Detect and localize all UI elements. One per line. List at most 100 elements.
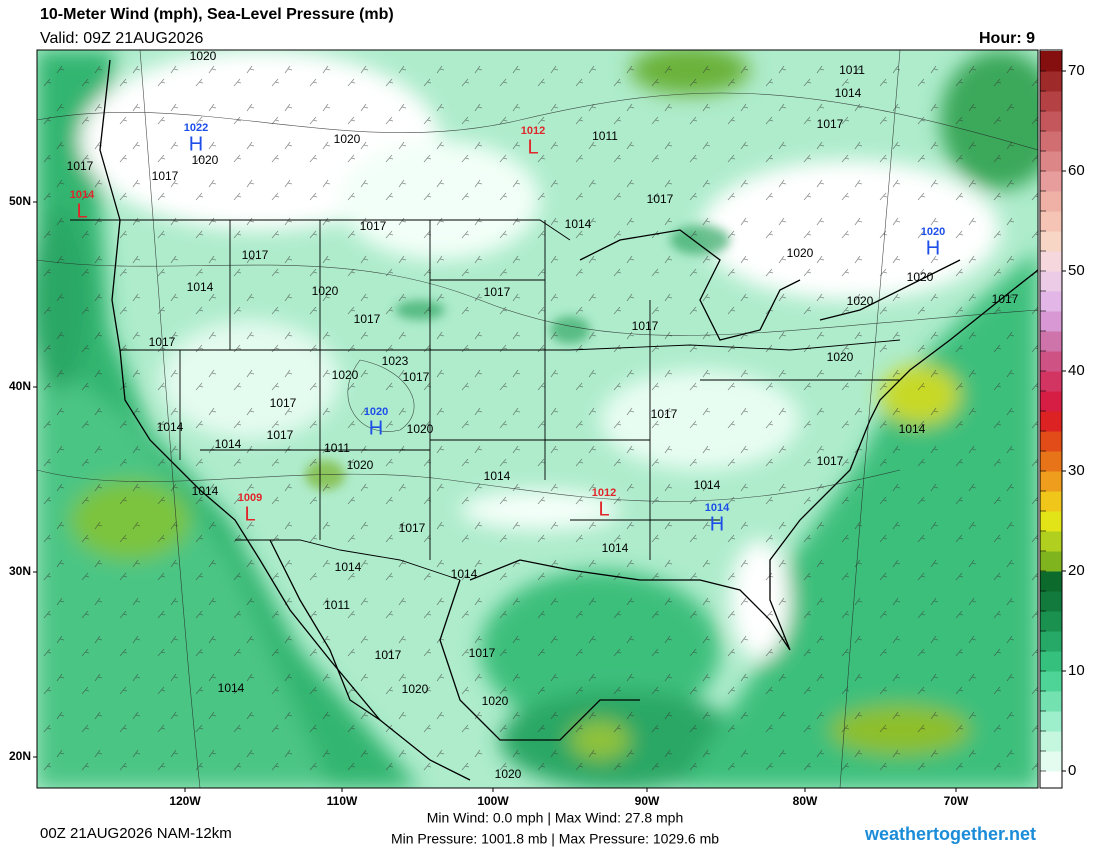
color-band xyxy=(1040,631,1062,652)
color-band xyxy=(1040,251,1062,272)
color-band xyxy=(1040,231,1062,252)
isobar-label: 1017 xyxy=(484,285,511,299)
isobar-label: 1017 xyxy=(354,312,381,326)
isobar-label: 1017 xyxy=(403,370,430,384)
lon-label: 110W xyxy=(327,794,358,808)
model-run: 00Z 21AUG2026 NAM-12km xyxy=(40,825,232,842)
color-band xyxy=(1040,331,1062,352)
color-band xyxy=(1040,611,1062,632)
color-band xyxy=(1040,51,1062,72)
wind-range: Min Wind: 0.0 mph | Max Wind: 27.8 mph xyxy=(427,810,684,826)
center-letter: L xyxy=(76,200,87,222)
isobar-label: 1023 xyxy=(382,354,409,368)
isobar-label: 1011 xyxy=(324,598,350,612)
isobar-label: 1014 xyxy=(451,567,478,581)
isobar-label: 1014 xyxy=(602,541,629,555)
isobar-label: 1020 xyxy=(402,682,429,696)
isobar-label: 1017 xyxy=(242,248,269,262)
pressure-range: Min Pressure: 1001.8 mb | Max Pressure: … xyxy=(391,831,719,847)
isobar-label: 1017 xyxy=(375,648,402,662)
colorbar-label: 40 xyxy=(1068,362,1085,379)
color-band xyxy=(1040,711,1062,732)
isobar-label: 1020 xyxy=(482,694,509,708)
color-band xyxy=(1040,431,1062,452)
isobar-label: 1017 xyxy=(67,159,94,173)
color-band xyxy=(1040,71,1062,92)
colorbar-label: 30 xyxy=(1068,462,1085,479)
color-band xyxy=(1040,111,1062,132)
center-pressure: 1009 xyxy=(238,492,262,504)
isobar-label: 1020 xyxy=(192,153,219,167)
isobar-label: 1017 xyxy=(651,407,678,421)
color-band xyxy=(1040,451,1062,472)
color-band xyxy=(1040,91,1062,112)
center-pressure: 1014 xyxy=(705,502,730,514)
colorbar-label: 70 xyxy=(1068,62,1085,79)
color-band xyxy=(1040,511,1062,532)
center-pressure: 1022 xyxy=(184,122,208,134)
isobar-label: 1017 xyxy=(817,117,844,131)
lon-label: 100W xyxy=(477,794,509,808)
color-band xyxy=(1040,371,1062,392)
isobar-label: 1020 xyxy=(347,458,374,472)
isobar-label: 1014 xyxy=(192,484,219,498)
isobar-label: 1017 xyxy=(360,219,387,233)
map-frame xyxy=(36,49,1039,789)
isobar-label: 1011 xyxy=(839,63,865,77)
lon-label: 90W xyxy=(635,794,660,808)
color-band xyxy=(1040,751,1062,772)
color-band xyxy=(1040,651,1062,672)
color-band xyxy=(1040,691,1062,712)
lon-label: 120W xyxy=(169,794,201,808)
isobar-label: 1017 xyxy=(469,646,496,660)
colorbar-label: 60 xyxy=(1068,162,1085,179)
isobar-label: 1017 xyxy=(399,521,426,535)
colorbar-label: 20 xyxy=(1068,562,1085,579)
isobar-label: 1020 xyxy=(847,294,874,308)
isobar-label: 1020 xyxy=(787,246,814,260)
color-band xyxy=(1040,211,1062,232)
lon-label: 70W xyxy=(944,794,969,808)
isobar-label: 1014 xyxy=(157,420,184,434)
isobar-label: 1017 xyxy=(632,319,659,333)
color-band xyxy=(1040,311,1062,332)
color-band xyxy=(1040,731,1062,752)
color-band xyxy=(1040,591,1062,612)
lat-label: 50N xyxy=(9,194,31,208)
map-title: 10-Meter Wind (mph), Sea-Level Pressure … xyxy=(40,6,394,23)
isobar-label: 1014 xyxy=(218,681,245,695)
center-letter: L xyxy=(598,498,609,520)
color-band xyxy=(1040,291,1062,312)
colorbar-frame xyxy=(1039,49,1063,789)
isobar-label: 1017 xyxy=(152,169,179,183)
center-letter: H xyxy=(369,417,383,439)
color-band xyxy=(1040,551,1062,572)
forecast-hour: Hour: 9 xyxy=(979,30,1035,47)
isobar-label: 1020 xyxy=(495,767,522,781)
center-letter: H xyxy=(189,133,203,155)
color-band xyxy=(1040,351,1062,372)
center-pressure: 1014 xyxy=(70,189,95,201)
isobar-label: 1020 xyxy=(312,284,339,298)
isobar-label: 1017 xyxy=(817,454,844,468)
center-letter: L xyxy=(244,503,255,525)
colorbar: 0 10 20 30 40 50 60 70 xyxy=(1039,49,1085,789)
color-band xyxy=(1040,271,1062,292)
isobar-label: 1014 xyxy=(694,478,721,492)
site-credit: weathertogether.net xyxy=(864,824,1036,844)
color-band xyxy=(1040,151,1062,172)
center-letter: L xyxy=(527,136,538,158)
isobar-label: 1020 xyxy=(907,270,934,284)
color-band xyxy=(1040,411,1062,432)
isobar-label: 1014 xyxy=(835,86,862,100)
colorbar-label: 50 xyxy=(1068,262,1085,279)
isobar-label: 1020 xyxy=(407,422,434,436)
center-pressure: 1020 xyxy=(364,406,388,418)
isobar-label: 1014 xyxy=(484,469,511,483)
center-pressure: 1012 xyxy=(521,125,545,137)
isobar-label: 1020 xyxy=(827,350,854,364)
colorbar-label: 0 xyxy=(1068,762,1076,779)
map-field: 1020 1020 1017 1020 1011 1017 1011 1014 1017 1014… xyxy=(37,50,1038,788)
color-band xyxy=(1040,391,1062,412)
